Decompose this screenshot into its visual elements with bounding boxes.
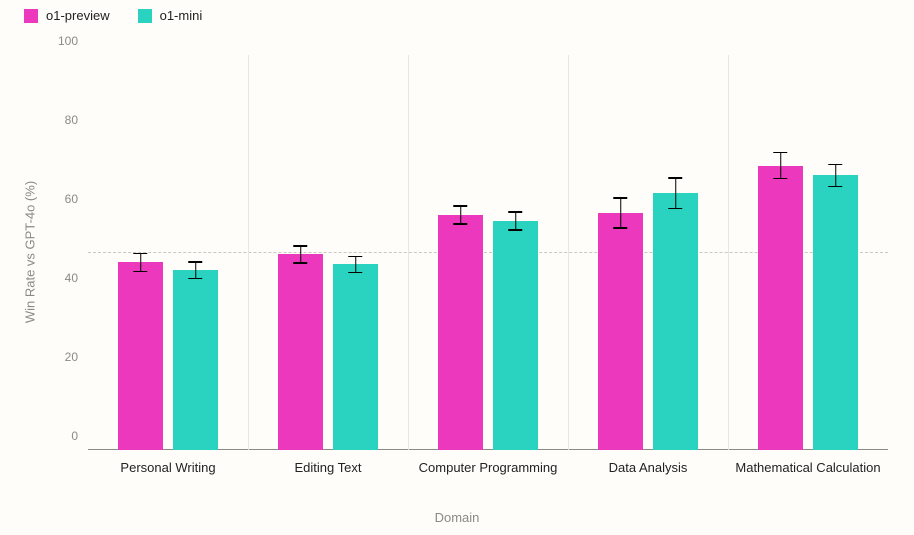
legend-item: o1-mini	[138, 8, 203, 23]
plot-area: 020406080100Personal WritingEditing Text…	[88, 55, 888, 450]
x-category-label: Personal Writing	[120, 460, 215, 475]
vertical-gridline	[408, 55, 409, 450]
y-tick-label: 20	[65, 350, 78, 364]
bar	[493, 221, 538, 450]
legend-item: o1-preview	[24, 8, 110, 23]
error-bar	[460, 205, 462, 225]
error-bar	[835, 164, 837, 188]
bar	[653, 193, 698, 450]
chart-container: o1-preview o1-mini Win Rate vs GPT-4o (%…	[0, 0, 914, 535]
vertical-gridline	[568, 55, 569, 450]
y-axis-title: Win Rate vs GPT-4o (%)	[23, 181, 38, 323]
legend-label: o1-mini	[160, 8, 203, 23]
bar	[758, 166, 803, 450]
x-axis-title: Domain	[435, 510, 480, 525]
error-bar	[195, 261, 197, 279]
error-bar	[355, 256, 357, 273]
bar	[333, 264, 378, 450]
legend-label: o1-preview	[46, 8, 110, 23]
bar	[598, 213, 643, 450]
error-bar	[620, 197, 622, 229]
x-category-label: Mathematical Calculation	[735, 460, 880, 475]
x-category-label: Data Analysis	[609, 460, 688, 475]
error-bar	[515, 211, 517, 231]
vertical-gridline	[728, 55, 729, 450]
bar	[813, 175, 858, 450]
y-tick-label: 60	[65, 192, 78, 206]
bar	[173, 270, 218, 450]
legend: o1-preview o1-mini	[24, 8, 202, 23]
error-bar	[675, 177, 677, 209]
x-category-label: Editing Text	[295, 460, 362, 475]
y-tick-label: 40	[65, 271, 78, 285]
legend-swatch-icon	[24, 9, 38, 23]
bar	[278, 254, 323, 450]
error-bar	[300, 245, 302, 263]
legend-swatch-icon	[138, 9, 152, 23]
bar	[118, 262, 163, 450]
vertical-gridline	[248, 55, 249, 450]
bar	[438, 215, 483, 450]
y-tick-label: 80	[65, 113, 78, 127]
x-category-label: Computer Programming	[419, 460, 558, 475]
error-bar	[780, 152, 782, 180]
error-bar	[140, 253, 142, 273]
y-tick-label: 0	[71, 429, 78, 443]
y-tick-label: 100	[58, 34, 78, 48]
